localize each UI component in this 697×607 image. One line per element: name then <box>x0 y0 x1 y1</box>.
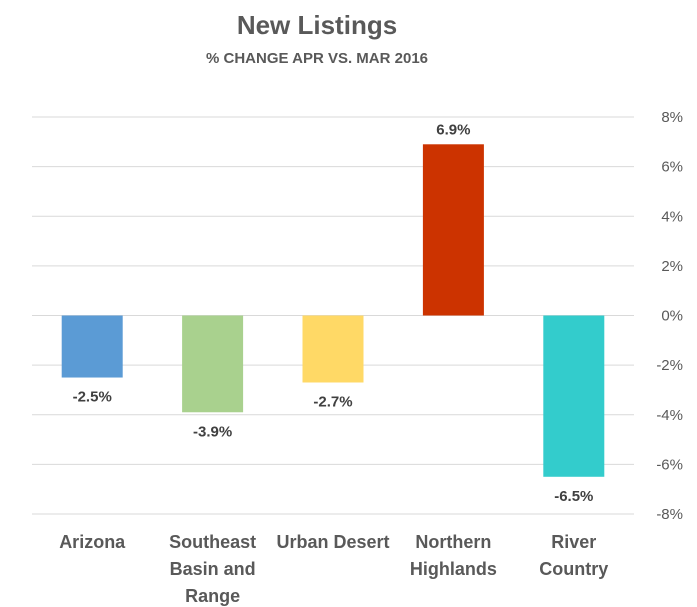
category-label: Basin and <box>170 559 256 579</box>
category-label: Arizona <box>59 532 126 552</box>
y-tick-label: 4% <box>661 208 683 225</box>
data-label: -2.7% <box>313 393 352 410</box>
category-label: Highlands <box>410 559 497 579</box>
y-tick-label: 8% <box>661 109 683 126</box>
category-label: Northern <box>415 532 491 552</box>
bar <box>543 315 605 477</box>
data-labels: -2.5% -3.9% -2.7% 6.9% -6.5% <box>73 121 594 504</box>
bar <box>302 315 364 383</box>
category-label: River <box>551 532 596 552</box>
y-tick-label: 2% <box>661 258 683 275</box>
y-tick-label: -4% <box>656 407 683 424</box>
y-tick-label: -8% <box>656 506 683 523</box>
y-tick-label: 0% <box>661 308 683 325</box>
x-axis: Arizona Southeast Basin and Range Urban Dese… <box>59 532 608 606</box>
bar <box>61 315 123 378</box>
y-axis: 8% 6% 4% 2% 0% -2% -4% -6% -8% <box>656 109 683 523</box>
data-label: 6.9% <box>436 121 470 138</box>
category-label: Southeast <box>169 532 256 552</box>
bar <box>182 315 244 413</box>
bar <box>422 144 484 316</box>
data-label: -6.5% <box>554 488 593 505</box>
data-label: -2.5% <box>73 389 112 406</box>
chart-title: New Listings <box>236 10 398 40</box>
y-tick-label: -2% <box>656 357 683 374</box>
y-tick-label: -6% <box>656 456 683 473</box>
y-tick-label: 6% <box>661 159 683 176</box>
category-label: Country <box>539 559 608 579</box>
category-label: Range <box>185 586 240 606</box>
bars <box>61 144 605 477</box>
chart-subtitle: % CHANGE APR VS. MAR 2016 <box>206 50 428 67</box>
category-label: Urban Desert <box>276 532 389 552</box>
data-label: -3.9% <box>193 423 232 440</box>
